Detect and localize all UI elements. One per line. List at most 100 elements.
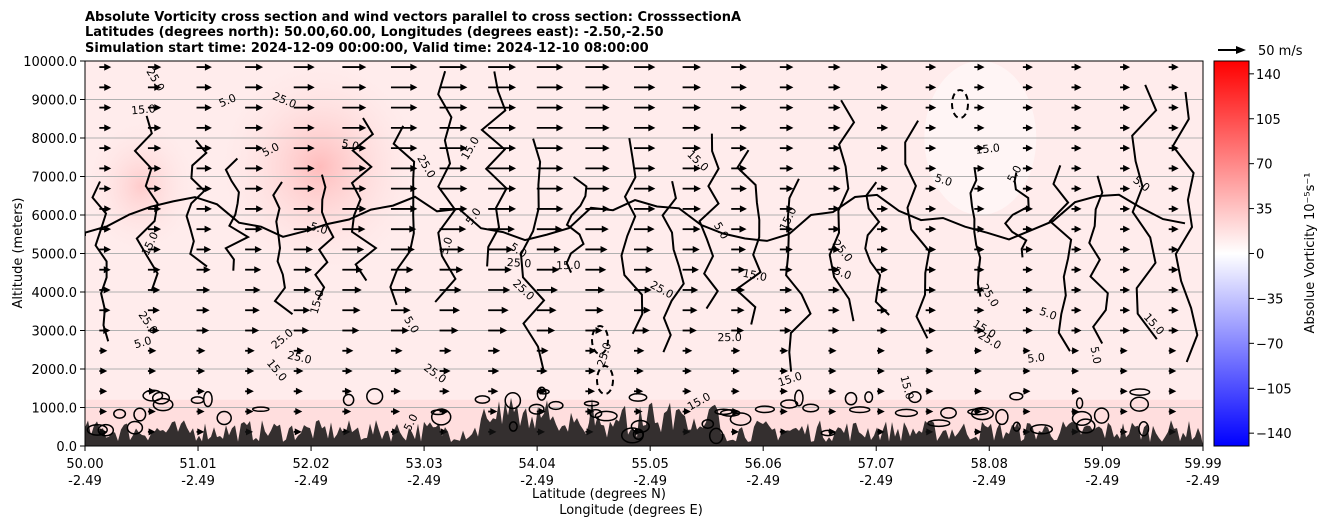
wind-vector-head	[974, 428, 982, 436]
wind-vector-head	[307, 185, 315, 193]
wind-vector-head	[785, 245, 793, 253]
wind-vector-head	[977, 104, 985, 112]
surface-contour	[430, 408, 452, 426]
wind-vector-head	[1120, 347, 1128, 355]
wind-vector-head	[643, 306, 651, 314]
wind-vector-head	[354, 286, 362, 294]
wind-vector-head	[395, 347, 403, 355]
surface-contour	[1029, 423, 1054, 435]
wind-vector-head	[1025, 144, 1033, 152]
y-tick-label: 0.0	[56, 440, 77, 455]
wind-vector-head	[460, 104, 468, 112]
surface-contour	[133, 407, 147, 422]
wind-vector-head	[689, 327, 697, 334]
wind-vector-head	[833, 164, 841, 172]
wind-vector-head	[929, 83, 937, 91]
wind-vector-head	[977, 266, 985, 274]
wind-vector-head	[786, 205, 794, 213]
wind-vector-head	[636, 367, 644, 375]
wind-vector-head	[154, 104, 162, 112]
wind-vector-head	[929, 104, 937, 112]
wind-vector-head	[154, 205, 162, 213]
wind-vector-head	[1023, 347, 1031, 355]
y-tick-label: 10000.0	[23, 55, 77, 70]
wind-vector-head	[503, 286, 511, 294]
wind-vector-head	[693, 83, 701, 91]
contour-line	[85, 193, 1186, 242]
x-axis: 50.00 -2.49 51.01 -2.49 52.02 -2.49 53.03 -2.49…	[66, 446, 1222, 489]
contour-label: 15.0	[975, 141, 1001, 156]
wind-vector-head	[929, 164, 937, 172]
wind-vector-head	[648, 144, 656, 152]
wind-vector-head	[739, 83, 747, 91]
contour-line	[864, 181, 890, 316]
wind-vector-head	[977, 306, 985, 314]
wind-vector-head	[977, 185, 985, 193]
contour-label: 5.0	[1038, 305, 1059, 323]
wind-vector-head	[460, 144, 468, 152]
wind-vector-head	[832, 306, 840, 314]
wind-vector-head	[393, 408, 401, 416]
surface-contour	[1129, 388, 1151, 396]
wind-vector-head	[556, 185, 564, 193]
x-tick-label-longitude: -2.49	[520, 474, 554, 489]
surface-contour	[126, 420, 144, 435]
wind-vector-head	[500, 327, 508, 334]
wind-vector-head	[833, 124, 841, 132]
wind-vector-head	[648, 164, 656, 172]
wind-vector-head	[296, 367, 304, 375]
terrain-noise	[85, 386, 1203, 446]
wind-vector-head	[346, 347, 354, 355]
wind-vector-head	[307, 144, 315, 152]
wind-vector-head	[353, 306, 361, 314]
wind-vector-head	[1074, 245, 1082, 253]
wind-vector-head	[1123, 286, 1131, 294]
wind-vector-head	[305, 266, 313, 274]
wind-vector-head	[149, 347, 157, 355]
contour-line	[620, 137, 644, 335]
wind-vector-head	[454, 286, 462, 294]
contour-line	[904, 120, 931, 339]
wind-vector-head	[877, 347, 885, 355]
wind-vector-head	[204, 124, 212, 132]
contour-label: 5.0	[933, 171, 954, 189]
wind-vector-head	[444, 347, 452, 355]
colorbar-ticks: 140 105 70 35 0 −35 −70 −105 −140	[1249, 68, 1292, 442]
y-axis: 0.0 1000.0 2000.0 3000.0 4000.0 5000.0 6000.0 7…	[23, 55, 85, 455]
wind-vector-head	[781, 347, 789, 355]
contour-label: 5.0	[217, 91, 238, 110]
y-tick-label: 1000.0	[32, 402, 78, 417]
surface-contour	[474, 395, 491, 404]
y-tick-label: 9000.0	[32, 94, 78, 109]
wind-vector-head	[1120, 408, 1128, 416]
surface-contour	[927, 419, 951, 428]
wind-vector-head	[457, 245, 465, 253]
wind-vector-head	[1169, 347, 1177, 355]
wind-vector-head	[252, 306, 260, 314]
wind-vector-head	[1072, 347, 1080, 355]
wind-vector-head	[504, 266, 512, 274]
wind-vector-head	[974, 347, 982, 355]
wind-vector-head	[100, 347, 108, 355]
contour-label: 15.0	[742, 267, 769, 284]
title-line-3: Simulation start time: 2024-12-09 00:00:…	[85, 41, 649, 56]
wind-vector-head	[1123, 185, 1131, 193]
wind-vector-head	[410, 164, 418, 172]
wind-vector-head	[203, 286, 211, 294]
wind-vector-head	[786, 124, 794, 132]
wind-vector-head	[204, 63, 212, 71]
wind-vector-head	[104, 104, 112, 112]
wind-vector-head	[405, 286, 413, 294]
wind-vector-head	[256, 164, 264, 172]
wind-vector-head	[204, 83, 212, 91]
x-tick-label-latitude: 54.04	[519, 457, 556, 472]
wind-vector-head	[556, 83, 564, 91]
wind-vector-head	[648, 83, 656, 91]
contour-line	[185, 139, 208, 268]
chart-title: Absolute Vorticity cross section and win…	[85, 10, 741, 56]
wind-vector-head	[154, 164, 162, 172]
surface-contour	[548, 400, 564, 411]
surface-contour	[1129, 396, 1150, 412]
contour-line	[1171, 91, 1199, 363]
surface-contour	[864, 391, 874, 404]
